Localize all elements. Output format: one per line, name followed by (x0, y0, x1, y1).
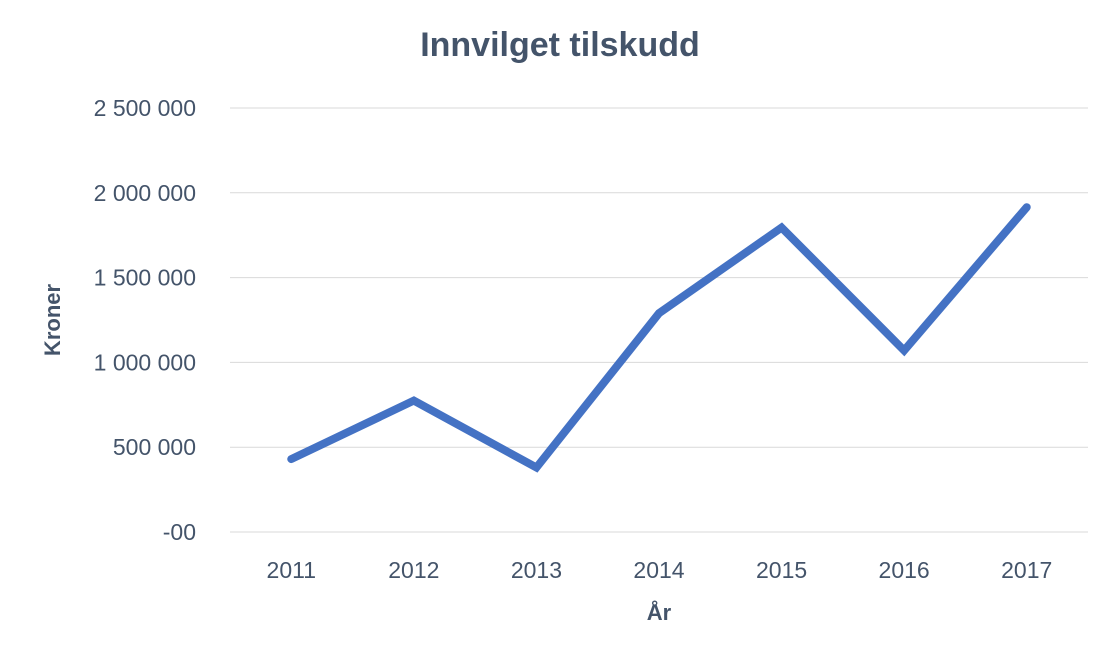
y-tick-label: 1 500 000 (94, 265, 196, 291)
x-axis-title: År (647, 599, 672, 625)
y-axis-title: Kroner (40, 284, 65, 357)
x-axis-tick-labels: 2011 2012 2013 2014 2015 2016 2017 (267, 557, 1053, 583)
x-tick-label: 2011 (267, 557, 316, 583)
chart-title: Innvilget tilskudd (420, 26, 700, 64)
x-tick-label: 2013 (511, 557, 562, 583)
y-tick-label: -00 (163, 519, 196, 545)
x-tick-label: 2016 (879, 557, 930, 583)
y-tick-label: 500 000 (113, 434, 196, 460)
gridlines (230, 107, 1088, 533)
x-tick-label: 2017 (1001, 557, 1052, 583)
y-axis-tick-labels: -00 500 000 1 000 000 1 500 000 2 000 000 2 5… (94, 95, 196, 545)
x-tick-label: 2015 (756, 557, 807, 583)
series-layer (287, 203, 1031, 473)
y-tick-label: 1 000 000 (94, 349, 196, 375)
series-line (287, 203, 1031, 473)
x-tick-label: 2014 (633, 557, 684, 583)
y-tick-label: 2 000 000 (94, 180, 196, 206)
y-tick-label: 2 500 000 (94, 95, 196, 121)
x-tick-label: 2012 (388, 557, 439, 583)
